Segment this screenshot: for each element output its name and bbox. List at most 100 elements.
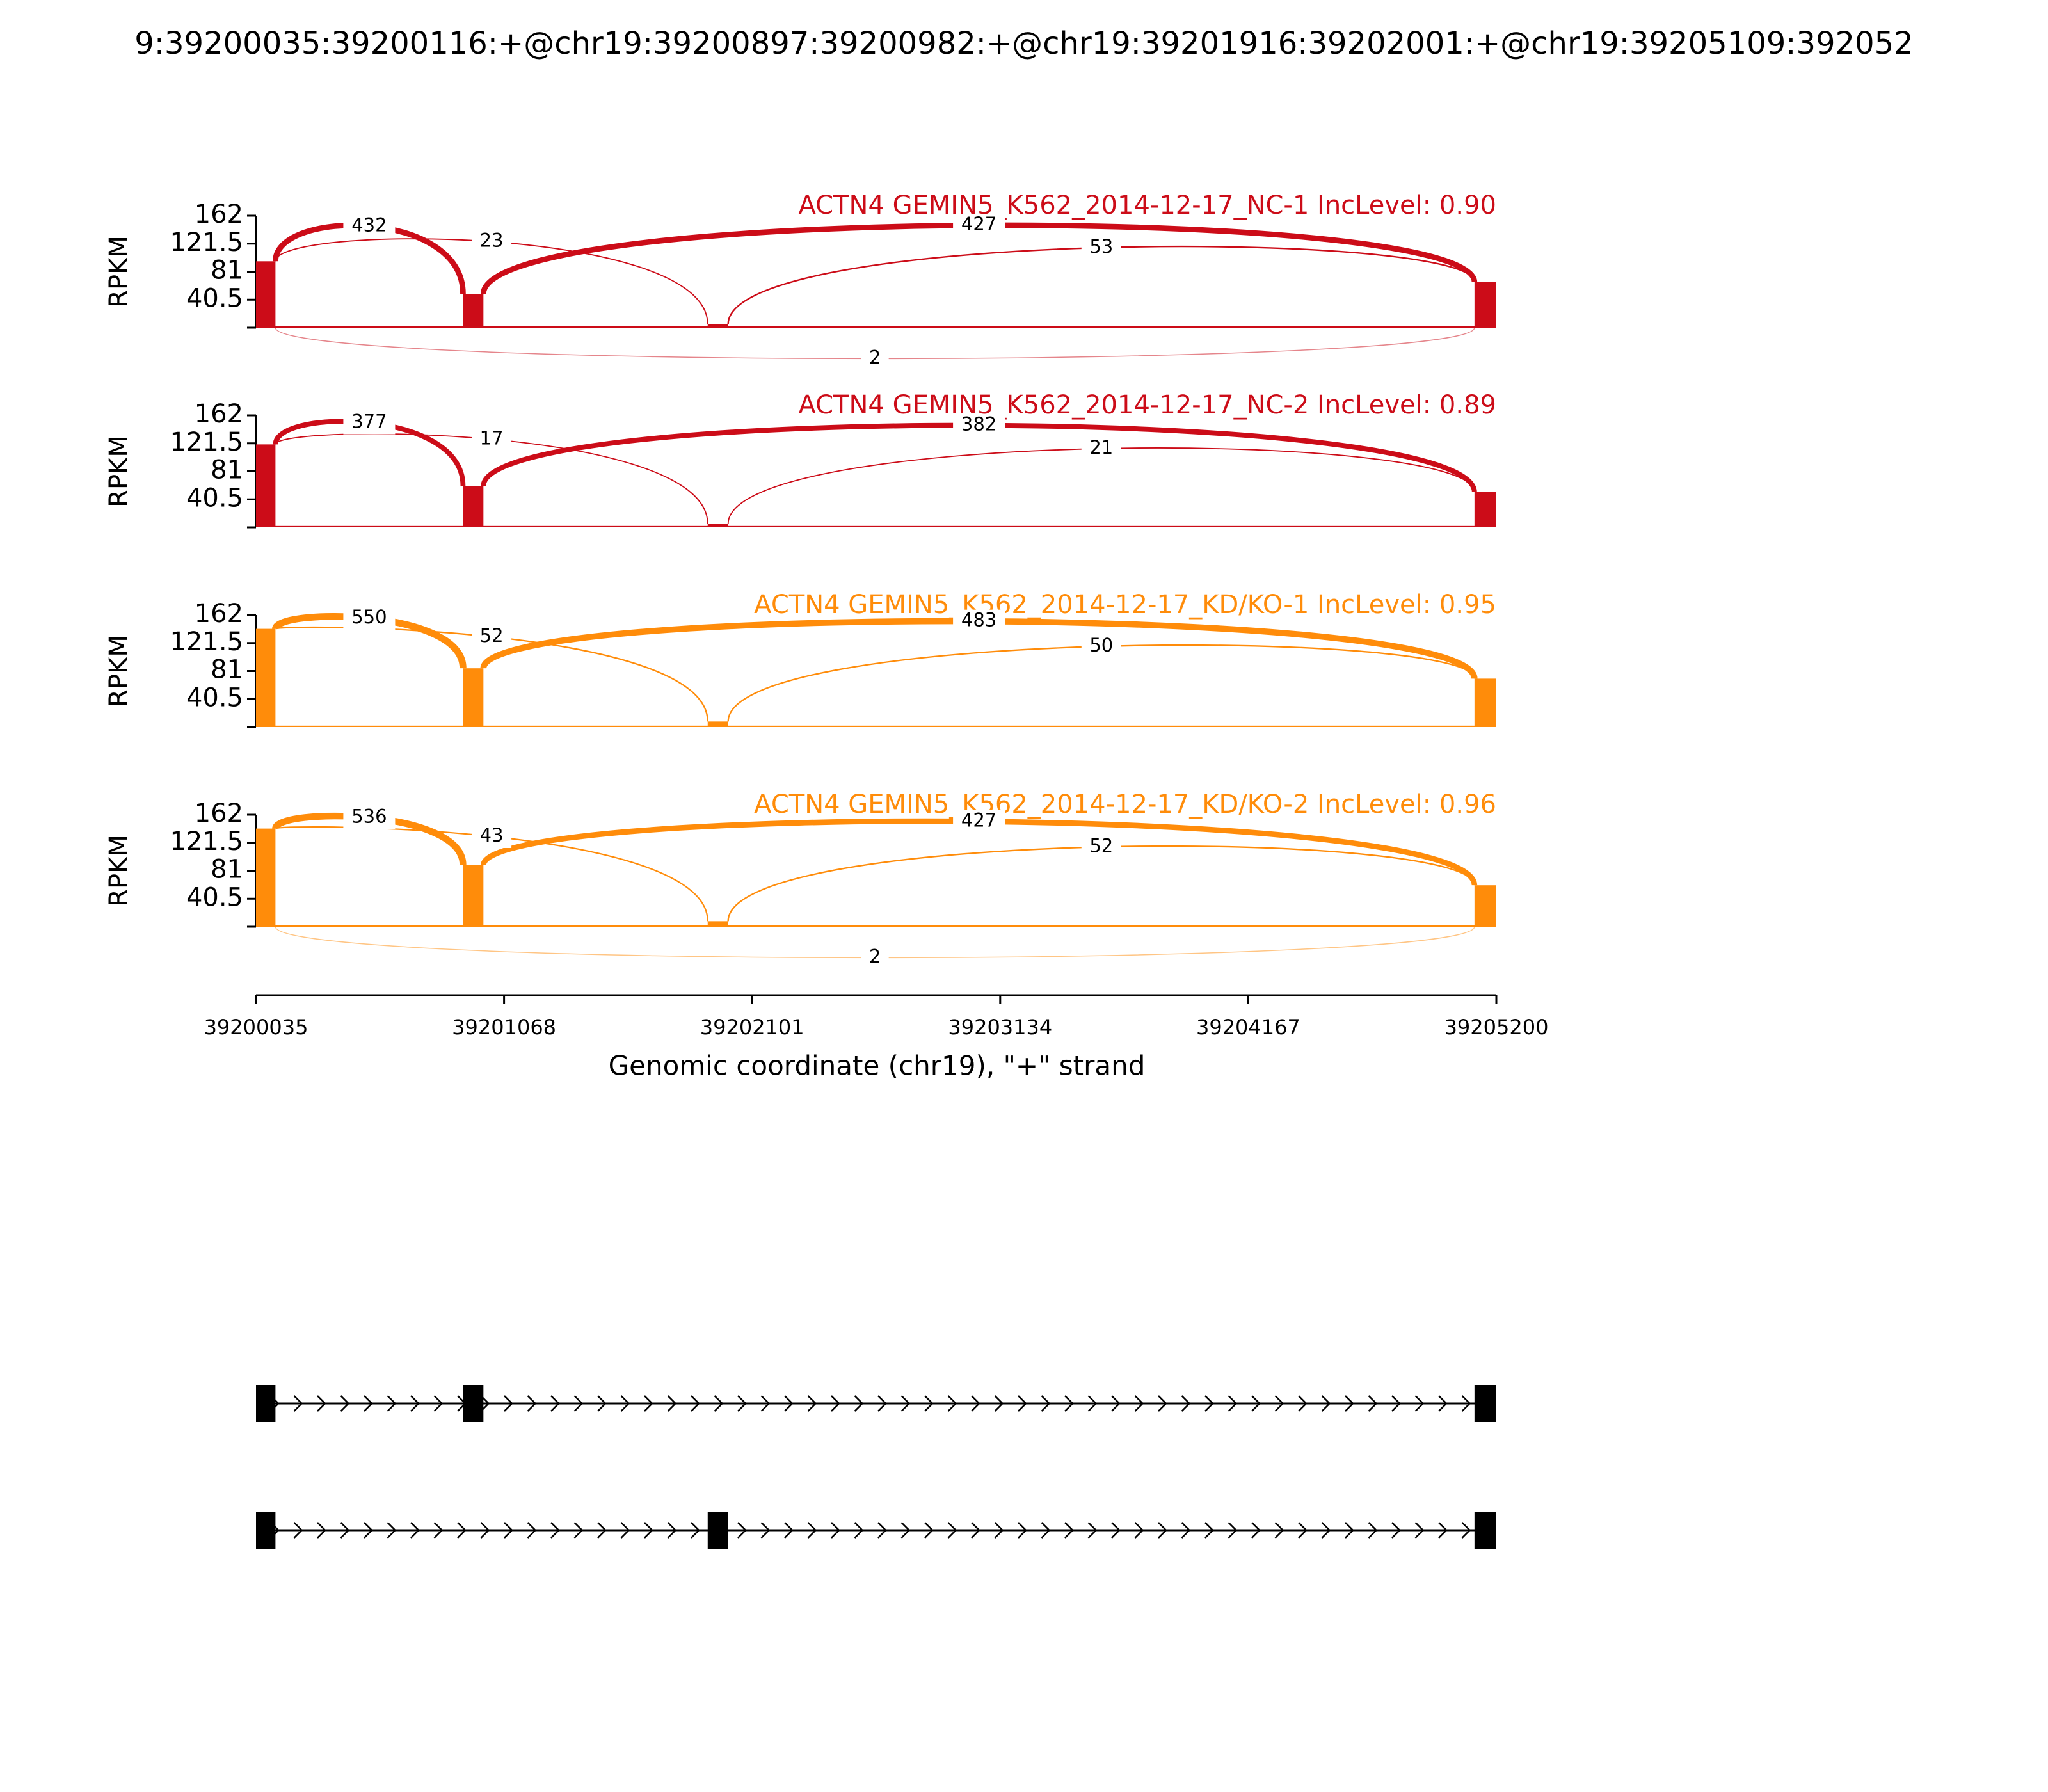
x-tick-label: 39202101 <box>700 1015 804 1039</box>
strand-arrow <box>1087 1395 1098 1412</box>
strand-arrow <box>854 1522 864 1539</box>
strand-arrow <box>667 1522 677 1539</box>
y-tick-label: 121.5 <box>170 827 243 856</box>
strand-arrow <box>1158 1522 1167 1539</box>
intron-coverage <box>256 326 1496 328</box>
x-tick-label: 39203134 <box>948 1015 1052 1039</box>
exon-coverage <box>707 524 728 527</box>
strand-arrow <box>1345 1522 1354 1539</box>
strand-arrow <box>1041 1395 1051 1412</box>
intron-coverage <box>256 925 1496 927</box>
strand-arrow <box>364 1522 373 1539</box>
exon-coverage <box>256 261 276 328</box>
chart-title: 9:39200035:39200116:+@chr19:39200897:392… <box>134 26 1913 61</box>
y-tick-label: 40.5 <box>186 883 243 912</box>
strand-arrow <box>1391 1395 1401 1412</box>
x-tick-label: 39204167 <box>1196 1015 1300 1039</box>
junction-label-bg <box>1081 634 1121 658</box>
strand-arrow <box>1414 1522 1425 1539</box>
junction-label: 427 <box>961 213 996 235</box>
strand-arrow <box>1204 1395 1214 1412</box>
strand-arrow <box>410 1395 420 1412</box>
strand-arrow <box>737 1522 747 1539</box>
strand-arrow <box>1064 1395 1074 1412</box>
x-tick-label: 39200035 <box>204 1015 308 1039</box>
strand-arrow <box>480 1395 490 1412</box>
strand-arrow <box>1228 1522 1238 1539</box>
strand-arrow <box>900 1522 911 1539</box>
strand-arrow <box>831 1395 840 1412</box>
y-axis-label: RPKM <box>104 236 134 308</box>
strand-arrow <box>1368 1395 1378 1412</box>
strand-arrow <box>807 1522 817 1539</box>
y-tick-label: 81 <box>211 456 243 485</box>
junction-label-bg <box>953 609 1005 633</box>
strand-arrow <box>597 1395 607 1412</box>
strand-arrow <box>457 1522 467 1539</box>
junction-label: 52 <box>1089 835 1113 856</box>
strand-arrow <box>550 1522 560 1539</box>
strand-arrow <box>1204 1522 1214 1539</box>
exon-box <box>707 1512 728 1549</box>
strand-arrow <box>971 1395 980 1412</box>
junction-label-bg <box>472 428 512 451</box>
exon-coverage <box>463 865 484 927</box>
strand-arrow <box>293 1395 303 1412</box>
intron-coverage <box>256 725 1496 727</box>
y-tick-label: 121.5 <box>170 627 243 657</box>
strand-arrow <box>714 1395 724 1412</box>
y-tick-label: 162 <box>195 200 243 229</box>
strand-arrow <box>784 1522 794 1539</box>
strand-arrow <box>1087 1522 1098 1539</box>
junction-label: 53 <box>1089 236 1113 257</box>
strand-arrow <box>1414 1395 1425 1412</box>
strand-arrow <box>644 1395 653 1412</box>
strand-arrow <box>387 1395 397 1412</box>
strand-arrow <box>620 1395 630 1412</box>
y-axis-label: RPKM <box>104 835 134 907</box>
y-tick-label: 40.5 <box>186 483 243 513</box>
junction-label-bg <box>472 230 512 253</box>
strand-arrow <box>1181 1395 1191 1412</box>
strand-arrow <box>760 1522 771 1539</box>
strand-arrow <box>1321 1522 1331 1539</box>
y-tick-label: 121.5 <box>170 228 243 257</box>
junction-label: 427 <box>961 810 996 831</box>
exon-box <box>463 1385 484 1422</box>
y-axis-label: RPKM <box>104 435 134 508</box>
strand-arrow <box>480 1522 490 1539</box>
junction-label-bg <box>343 214 396 238</box>
exon-box <box>1474 1512 1496 1549</box>
y-tick-label: 40.5 <box>186 284 243 313</box>
junction-label-bg <box>472 625 512 648</box>
junction-label-bg <box>472 824 512 848</box>
junction-label: 550 <box>351 606 387 628</box>
strand-arrow <box>1438 1395 1448 1412</box>
strand-arrow <box>1251 1522 1261 1539</box>
junction-label: 432 <box>351 214 387 236</box>
strand-arrow <box>1228 1395 1238 1412</box>
strand-arrow <box>1041 1522 1051 1539</box>
junction-label-bg <box>861 946 889 970</box>
strand-arrow <box>1251 1395 1261 1412</box>
strand-arrow <box>971 1522 980 1539</box>
exon-coverage <box>463 294 484 328</box>
strand-arrow <box>1461 1395 1471 1412</box>
y-tick-label: 81 <box>211 256 243 285</box>
strand-arrow <box>947 1522 957 1539</box>
strand-arrow <box>877 1522 887 1539</box>
strand-arrow <box>433 1522 444 1539</box>
x-tick-label: 39201068 <box>452 1015 556 1039</box>
strand-arrow <box>1391 1522 1401 1539</box>
exon-coverage <box>707 324 728 328</box>
exon-coverage <box>463 668 484 727</box>
junction-label: 52 <box>480 625 504 646</box>
strand-arrow <box>924 1395 934 1412</box>
strand-arrow <box>994 1522 1004 1539</box>
strand-arrow <box>994 1395 1004 1412</box>
strand-arrow <box>317 1395 326 1412</box>
strand-arrow <box>317 1522 326 1539</box>
exon-coverage <box>256 828 276 927</box>
